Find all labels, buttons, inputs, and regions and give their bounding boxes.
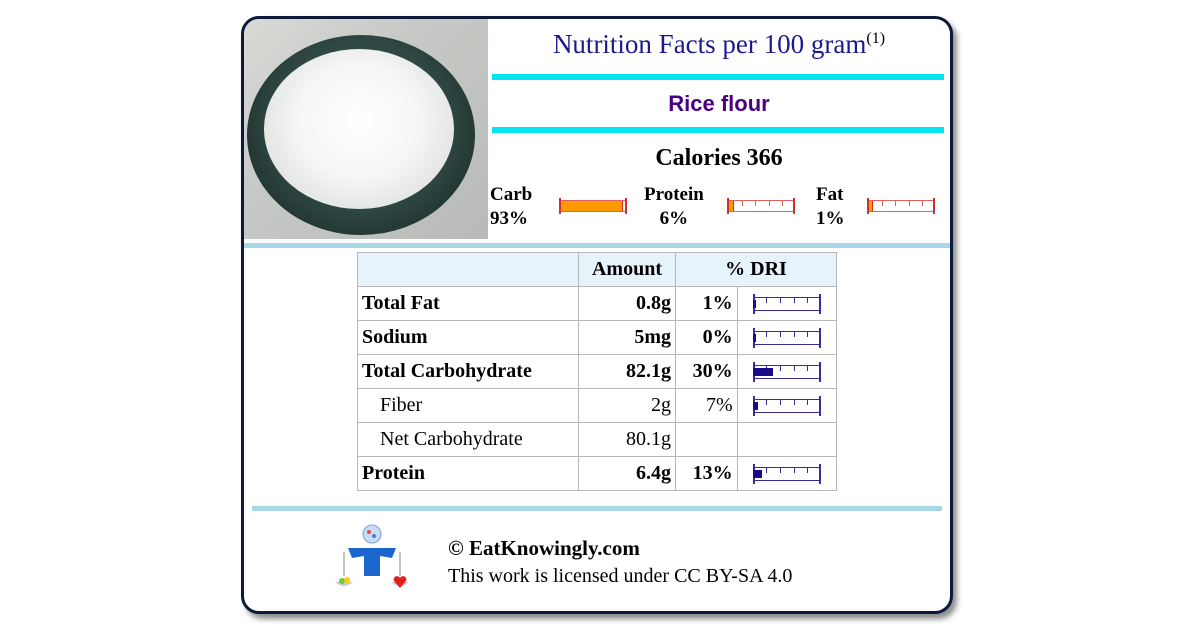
nutrient-dri-bar-cell <box>736 286 838 321</box>
macro-pct: 6% <box>659 208 689 229</box>
nutrition-title: Nutrition Facts per 100 gram(1) <box>488 29 950 60</box>
table-row: Fiber 2g 7% <box>357 388 838 423</box>
dri-progress-bar <box>752 395 821 416</box>
dri-progress-bar <box>752 293 821 314</box>
header-blank <box>357 252 579 287</box>
nutrient-amount: 5mg <box>578 320 676 355</box>
nutrient-name: Net Carbohydrate <box>357 422 579 457</box>
food-photo <box>244 19 488 239</box>
dri-bar-fill <box>752 299 756 308</box>
copyright-text[interactable]: © EatKnowingly.com <box>448 536 640 560</box>
macro-label: Protein <box>644 184 704 205</box>
macro-pct: 1% <box>816 208 845 229</box>
section-divider-bottom <box>252 506 942 511</box>
nutrition-card: Nutrition Facts per 100 gram(1) Rice flo… <box>241 16 953 614</box>
macro-label: Fat <box>816 184 844 205</box>
license-text[interactable]: This work is licensed under CC BY-SA 4.0 <box>448 565 793 587</box>
section-divider-top <box>244 243 950 248</box>
nutrient-name: Protein <box>357 456 579 491</box>
table-row: Sodium 5mg 0% <box>357 320 838 355</box>
nutrient-name: Fiber <box>357 388 579 423</box>
nutrient-dri-percent: 30% <box>675 354 738 389</box>
macro-pct: 93% <box>490 208 528 229</box>
nutrient-dri-bar-cell <box>736 320 838 355</box>
macro-bar-fill <box>561 201 624 211</box>
macro-fat: Fat 1% <box>816 183 845 231</box>
table-header-row: Amount % DRI <box>357 252 837 287</box>
nutrient-dri-bar-cell <box>736 388 838 423</box>
macro-carb: Carb 93% <box>490 183 532 231</box>
nutrient-name: Sodium <box>357 320 579 355</box>
nutrient-dri-bar-cell <box>736 456 838 491</box>
nutrient-amount: 0.8g <box>578 286 676 321</box>
nutrient-amount: 80.1g <box>578 422 676 457</box>
dri-bar-fill <box>752 401 758 410</box>
dri-progress-bar <box>752 327 821 348</box>
title-text: Nutrition Facts per 100 gram <box>552 29 867 59</box>
nutrient-dri-percent: 7% <box>675 388 738 423</box>
dri-bar-fill <box>752 367 774 376</box>
macro-protein: Protein 6% <box>644 183 704 231</box>
table-row: Total Fat 0.8g 1% <box>357 286 838 321</box>
dri-progress-bar <box>752 463 821 484</box>
macro-bar-fat <box>867 198 935 214</box>
food-name: Rice flour <box>668 91 770 116</box>
macro-bar-carb <box>559 198 627 214</box>
flour-image <box>264 49 454 209</box>
nutrient-name: Total Fat <box>357 286 579 321</box>
nutrient-dri-bar-cell <box>736 422 838 457</box>
nutrient-table: Amount % DRI Total Fat 0.8g 1% Sodium 5mg 0% T… <box>357 252 838 491</box>
nutrient-dri-percent: 13% <box>675 456 738 491</box>
table-row: Total Carbohydrate 82.1g 30% <box>357 354 838 389</box>
cyan-rule-bottom <box>492 127 944 133</box>
dri-progress-bar <box>752 361 821 382</box>
footnote-mark[interactable]: (1) <box>866 30 886 47</box>
dri-bar-fill <box>752 469 762 478</box>
macro-bar-fill <box>869 201 873 211</box>
nutrient-amount: 6.4g <box>578 456 676 491</box>
dri-bar-fill <box>752 333 756 342</box>
table-row: Net Carbohydrate 80.1g <box>357 422 838 457</box>
calories-label: Calories 366 <box>655 145 783 171</box>
macro-label: Carb <box>490 184 533 205</box>
nutrient-amount: 82.1g <box>578 354 676 389</box>
table-row: Protein 6.4g 13% <box>357 456 838 491</box>
header-dri: % DRI <box>675 252 837 287</box>
eatknowingly-logo-icon <box>335 524 409 588</box>
header-amount: Amount <box>578 252 676 287</box>
macro-bar-fill <box>729 201 734 211</box>
nutrient-name: Total Carbohydrate <box>357 354 579 389</box>
nutrient-amount: 2g <box>578 388 676 423</box>
nutrient-dri-percent: 0% <box>675 320 738 355</box>
nutrient-dri-bar-cell <box>736 354 838 389</box>
macro-bar-protein <box>727 198 795 214</box>
nutrient-dri-percent: 1% <box>675 286 738 321</box>
nutrient-dri-percent <box>675 422 738 457</box>
cyan-rule-top <box>492 74 944 80</box>
nutrient-rows: Total Fat 0.8g 1% Sodium 5mg 0% Total Carbohyd… <box>357 286 838 491</box>
